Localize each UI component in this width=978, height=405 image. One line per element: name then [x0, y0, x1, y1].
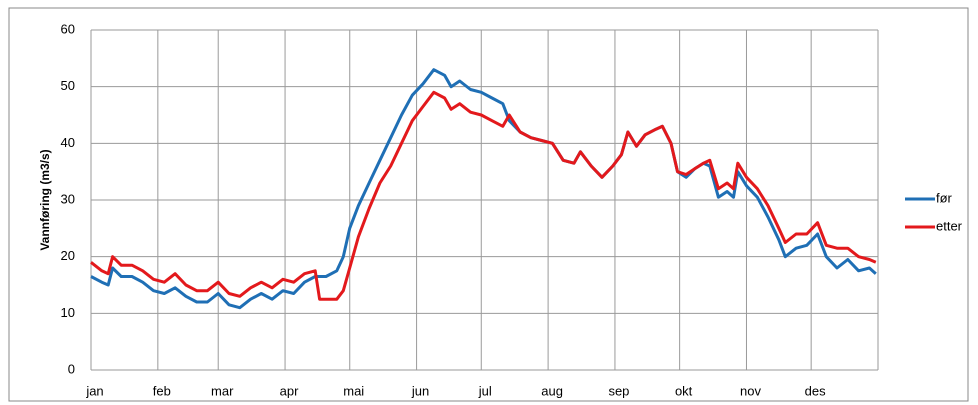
series-line	[90, 68, 877, 310]
y-tick-label: 20	[61, 248, 75, 263]
legend-label: etter	[936, 218, 963, 233]
x-tick-label: okt	[675, 383, 693, 398]
x-tick-label: des	[805, 383, 826, 398]
x-tick-label: jun	[411, 383, 429, 398]
x-tick-label: nov	[740, 383, 761, 398]
y-tick-label: 0	[68, 361, 75, 376]
legend-label: før	[936, 190, 953, 205]
y-tick-label: 60	[61, 21, 75, 36]
x-tick-label: jul	[478, 383, 492, 398]
x-tick-label: jan	[85, 383, 103, 398]
x-tick-label: aug	[541, 383, 563, 398]
y-tick-label: 30	[61, 191, 75, 206]
x-tick-label: mar	[211, 383, 234, 398]
series-line	[90, 90, 877, 301]
x-tick-label: mai	[343, 383, 364, 398]
x-tick-label: sep	[608, 383, 629, 398]
x-tick-label: apr	[280, 383, 299, 398]
y-tick-label: 50	[61, 78, 75, 93]
y-axis-label: Vannføring (m3/s)	[38, 149, 52, 250]
y-tick-label: 10	[61, 305, 75, 320]
chart-frame	[8, 7, 969, 402]
x-tick-label: feb	[153, 383, 171, 398]
y-tick-label: 40	[61, 135, 75, 150]
